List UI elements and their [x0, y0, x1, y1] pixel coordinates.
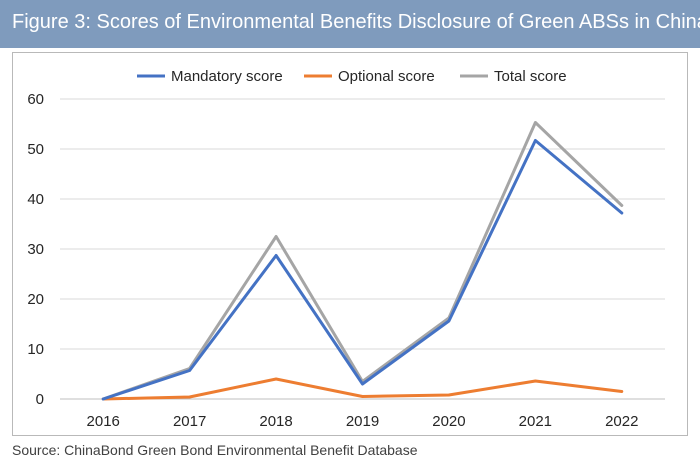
- legend-label: Total score: [494, 68, 567, 85]
- mandatory-score-point: [361, 382, 364, 386]
- legend-item-total-score: Total score: [460, 68, 567, 85]
- optional-score-point: [534, 379, 537, 383]
- legend-label: Mandatory score: [171, 68, 283, 85]
- y-tick-label: 40: [27, 191, 44, 208]
- optional-score-point: [361, 395, 364, 398]
- optional-score-point: [188, 395, 191, 399]
- source-note: Source: ChinaBond Green Bond Environment…: [12, 442, 418, 458]
- axes: 0 10 20 30 40 50 60 2016 2017 2018 2019 2020 2021 202…: [27, 91, 665, 430]
- legend-item-mandatory-score: Mandatory score: [137, 68, 283, 85]
- x-tick-label: 2016: [87, 413, 120, 430]
- total-score-point: [534, 121, 537, 124]
- mandatory-score-series: [101, 139, 624, 401]
- legend: Mandatory score Optional score Total score: [137, 68, 567, 85]
- y-tick-label: 30: [27, 241, 44, 258]
- x-tick-label: 2020: [432, 413, 465, 430]
- total-score-line: [101, 121, 624, 401]
- total-score-point: [620, 204, 623, 207]
- gridlines: [60, 98, 665, 350]
- optional-score-point: [274, 377, 278, 381]
- mandatory-score-line: [101, 139, 624, 401]
- legend-item-optional-score: Optional score: [304, 68, 435, 85]
- figure-title-bar: Figure 3: Scores of Environmental Benefi…: [0, 0, 700, 48]
- total-score-series: [101, 121, 624, 401]
- optional-score-point: [447, 393, 451, 397]
- y-tick-label: 20: [27, 291, 44, 308]
- mandatory-score-point: [188, 369, 191, 372]
- mandatory-score-point: [102, 397, 105, 401]
- mandatory-score-point: [620, 211, 623, 215]
- x-tick-label: 2019: [346, 413, 379, 430]
- mandatory-score-point: [534, 139, 537, 142]
- x-tick-label: 2021: [519, 413, 552, 430]
- legend-label: Optional score: [338, 68, 435, 85]
- y-tick-label: 50: [27, 141, 44, 158]
- mandatory-score-point: [274, 254, 278, 257]
- optional-score-point: [620, 390, 623, 393]
- y-tick-label: 10: [27, 341, 44, 358]
- total-score-point: [274, 235, 278, 238]
- y-tick-label: 0: [36, 391, 44, 408]
- x-tick-label: 2017: [173, 413, 206, 430]
- chart-frame: [12, 52, 688, 436]
- x-tick-label: 2018: [259, 413, 292, 430]
- y-tick-label: 60: [27, 91, 44, 108]
- figure-title: Figure 3: Scores of Environmental Benefi…: [12, 11, 700, 33]
- x-tick-label: 2022: [605, 413, 638, 430]
- series-lines: [101, 121, 624, 401]
- mandatory-score-point: [447, 319, 451, 323]
